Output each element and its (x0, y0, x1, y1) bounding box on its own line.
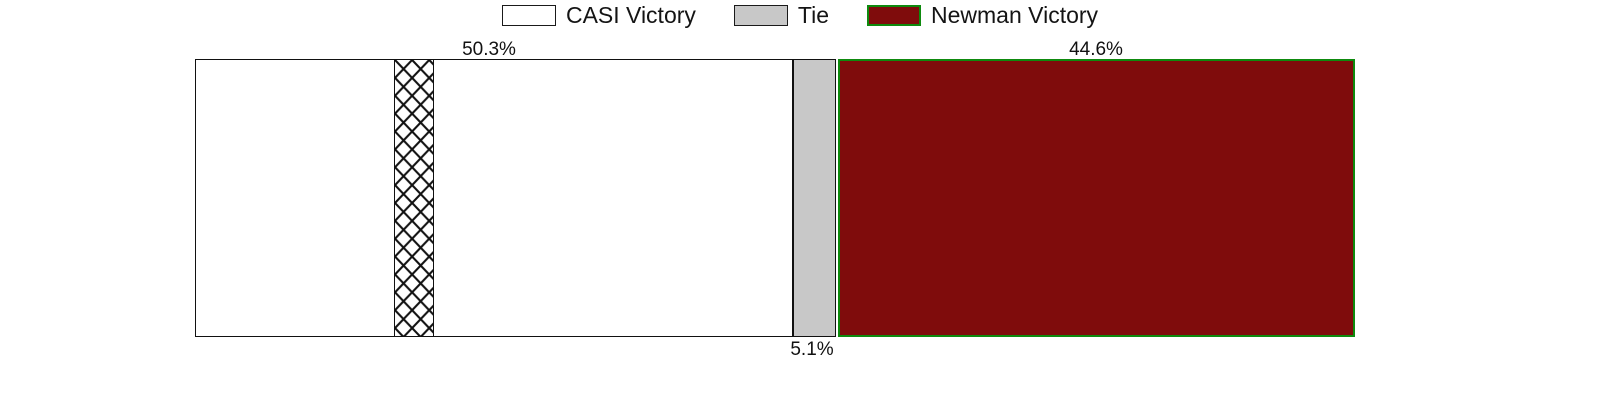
legend-swatch-casi-victory-icon (501, 4, 556, 26)
bar-segment-tie[interactable] (793, 59, 836, 337)
bar-segment-casi-victory[interactable] (195, 59, 793, 337)
bar-segment-hatched-marker (394, 59, 434, 337)
chart-legend: CASI Victory Tie Newman Victory (0, 0, 1600, 30)
value-label-newman-victory: 44.6% (1069, 39, 1123, 60)
legend-label-casi-victory: CASI Victory (565, 1, 696, 28)
value-label-casi-victory: 50.3% (462, 39, 516, 60)
legend-label-newman-victory: Newman Victory (931, 1, 1099, 28)
value-label-tie: 5.1% (790, 339, 834, 360)
legend-swatch-tie-icon (733, 4, 788, 26)
bar-segment-newman-victory[interactable] (838, 59, 1355, 337)
legend-item-newman-victory[interactable]: Newman Victory (867, 1, 1099, 28)
legend-item-tie[interactable]: Tie (733, 1, 830, 28)
crosshatch-pattern-icon (395, 60, 433, 336)
legend-swatch-newman-victory-icon (867, 4, 922, 26)
stacked-bar-plot-area (195, 59, 1355, 337)
legend-label-tie: Tie (797, 1, 830, 28)
legend-item-casi-victory[interactable]: CASI Victory (501, 1, 696, 28)
